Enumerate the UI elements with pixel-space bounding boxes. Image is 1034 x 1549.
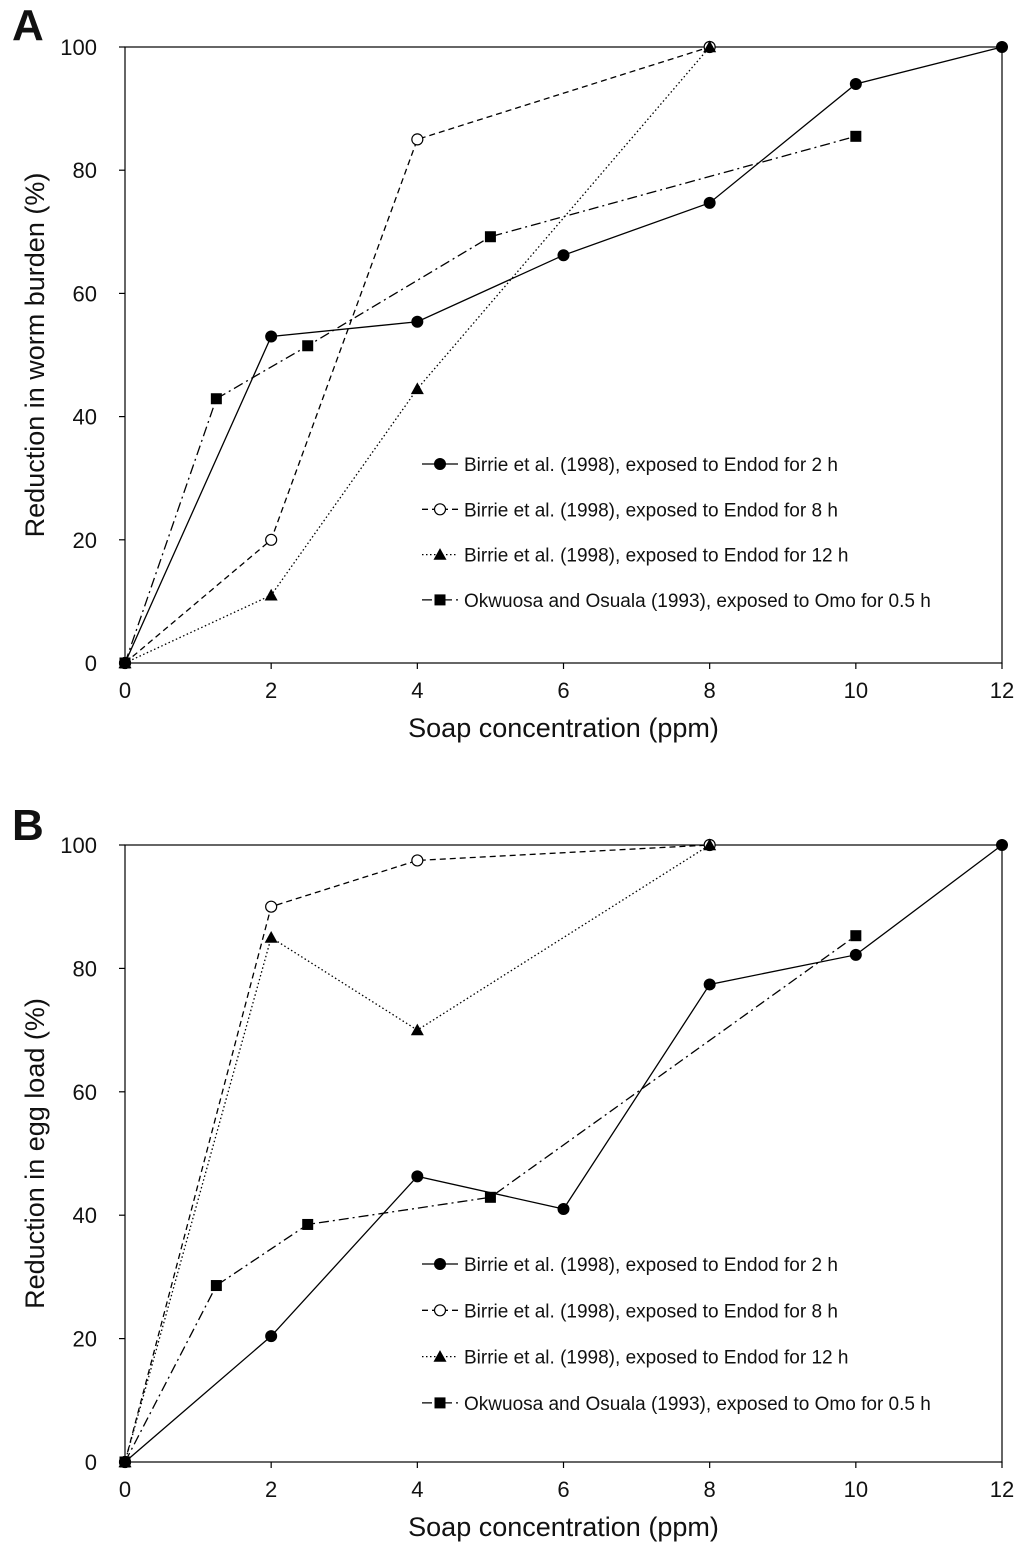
legend-label-4: Okwuosa and Osuala (1993), exposed to Om… (464, 1394, 931, 1415)
y-tick-label: 80 (73, 158, 97, 183)
y-tick-label: 0 (85, 651, 97, 676)
legend-label-1: Birrie et al. (1998), exposed to Endod f… (464, 455, 838, 476)
data-point-series-1 (411, 1170, 424, 1183)
x-axis-title: Soap concentration (ppm) (408, 1512, 719, 1542)
data-point-series-4 (210, 1280, 222, 1292)
x-tick-label: 12 (990, 1477, 1014, 1502)
legend-label-2: Birrie et al. (1998), exposed to Endod f… (464, 1301, 838, 1322)
plot-frame (124, 844, 1003, 1463)
y-tick-label: 20 (73, 1327, 97, 1352)
data-point-series-4 (850, 930, 862, 942)
y-tick-label: 100 (60, 833, 97, 858)
data-point-series-2 (265, 900, 278, 913)
panel-letter: B (12, 801, 44, 850)
data-point-series-3 (703, 838, 717, 851)
legend-marker-4 (434, 594, 446, 606)
data-point-series-1 (265, 1330, 278, 1343)
data-point-series-4 (210, 393, 222, 405)
x-tick-label: 6 (557, 678, 569, 703)
data-point-series-4 (119, 1456, 131, 1468)
legend-label-4: Okwuosa and Osuala (1993), exposed to Om… (464, 591, 931, 612)
x-tick-label: 10 (844, 678, 868, 703)
chart-panel-a: A 0 2 4 6 8 10 12 0 20 40 60 80 100 Soap concentration… (12, 1, 1014, 743)
data-point-series-3 (264, 588, 278, 601)
x-tick-label: 8 (704, 678, 716, 703)
y-tick-label: 80 (73, 956, 97, 981)
legend-label-1: Birrie et al. (1998), exposed to Endod f… (464, 1255, 838, 1276)
x-tick-label: 4 (411, 678, 423, 703)
data-point-series-1 (703, 196, 716, 209)
data-point-series-1 (411, 315, 424, 328)
x-axis-title: Soap concentration (ppm) (408, 713, 719, 743)
data-point-series-3 (410, 1023, 424, 1036)
x-tick-label: 10 (844, 1477, 868, 1502)
legend-marker-3 (433, 548, 447, 560)
legend: Birrie et al. (1998), exposed to Endod f… (422, 455, 931, 612)
series-line-1 (124, 844, 1003, 1463)
y-tick-label: 20 (73, 528, 97, 553)
data-point-series-2 (411, 854, 424, 867)
series-line-3 (124, 46, 711, 664)
y-tick-label: 60 (73, 1080, 97, 1105)
y-tick-label: 60 (73, 281, 97, 306)
series-line-1 (124, 46, 1003, 664)
legend-marker-1 (434, 1258, 446, 1270)
series-line-4 (124, 135, 857, 664)
y-tick-label: 0 (85, 1450, 97, 1475)
x-tick-label: 2 (265, 678, 277, 703)
data-point-series-4 (302, 340, 314, 352)
y-tick-label: 40 (73, 405, 97, 430)
legend-marker-3 (433, 1350, 447, 1362)
legend-label-3: Birrie et al. (1998), exposed to Endod f… (464, 546, 848, 567)
x-tick-label: 12 (990, 678, 1014, 703)
x-tick-label: 0 (119, 678, 131, 703)
data-point-series-4 (302, 1218, 314, 1230)
data-point-series-4 (119, 657, 131, 669)
data-point-series-3 (410, 382, 424, 395)
series-line-3 (124, 844, 711, 1463)
y-tick-label: 100 (60, 35, 97, 60)
y-axis-title: Reduction in egg load (%) (20, 998, 50, 1309)
data-point-series-1 (703, 978, 716, 991)
y-axis-title: Reduction in worm burden (%) (20, 173, 50, 538)
legend-marker-4 (434, 1397, 446, 1409)
x-tick-label: 2 (265, 1477, 277, 1502)
data-point-series-1 (996, 839, 1008, 851)
legend-label-3: Birrie et al. (1998), exposed to Endod f… (464, 1348, 848, 1369)
x-tick-label: 0 (119, 1477, 131, 1502)
data-point-series-1 (849, 77, 862, 90)
legend-label-2: Birrie et al. (1998), exposed to Endod f… (464, 500, 838, 521)
y-tick-label: 40 (73, 1203, 97, 1228)
x-tick-label: 6 (557, 1477, 569, 1502)
data-point-series-2 (411, 133, 424, 146)
data-point-series-4 (850, 130, 862, 142)
data-point-series-4 (484, 231, 496, 243)
legend-marker-1 (434, 458, 446, 470)
series-line-2 (124, 844, 710, 1463)
panel-letter: A (12, 1, 44, 50)
data-point-series-1 (265, 330, 278, 343)
data-point-series-1 (557, 1203, 570, 1216)
data-point-series-1 (557, 249, 570, 262)
data-point-series-2 (265, 533, 278, 546)
x-tick-label: 8 (704, 1477, 716, 1502)
data-point-series-4 (484, 1191, 496, 1203)
x-tick-label: 4 (411, 1477, 423, 1502)
chart-panel-b: B 0 2 4 6 8 10 12 0 20 40 60 80 100 Soap concentration… (12, 801, 1014, 1542)
legend-marker-2 (433, 1304, 447, 1317)
series-line-2 (124, 46, 710, 664)
data-point-series-3 (264, 931, 278, 943)
legend-marker-2 (433, 503, 447, 516)
plot-frame (124, 46, 1003, 664)
legend: Birrie et al. (1998), exposed to Endod f… (422, 1255, 931, 1415)
data-point-series-1 (849, 948, 862, 961)
data-point-series-1 (996, 41, 1008, 53)
data-point-series-3 (703, 40, 717, 53)
